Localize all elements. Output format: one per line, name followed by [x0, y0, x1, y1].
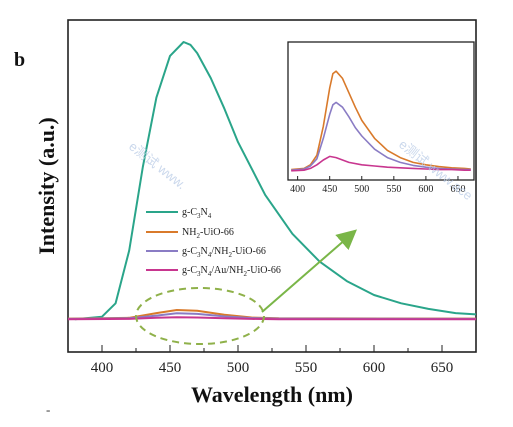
inset-series-line-g-c3n4-nh2-uio-66 — [291, 101, 471, 171]
stray-mark: - — [46, 402, 50, 417]
inset-x-tick-label-650: 650 — [450, 184, 465, 195]
watermark-left: e测试 www. — [126, 139, 189, 193]
inset-series-line-nh2-uio-66 — [291, 70, 471, 171]
main-x-tick-label-500: 500 — [227, 360, 250, 376]
y-axis-title: Intensity (a.u.) — [34, 117, 59, 255]
main-x-tick-label-650: 650 — [431, 360, 454, 376]
legend-label-g-c3n4: g-C3N4 — [182, 207, 212, 220]
inset-plot-frame — [287, 41, 475, 181]
inset-x-tick-label-450: 450 — [322, 184, 337, 195]
main-series-group — [67, 41, 477, 321]
main-x-tick-label-550: 550 — [295, 360, 318, 376]
inset-x-tick-label-550: 550 — [386, 184, 401, 195]
inset-series-line-g-c3n4-au-nh2-uio-66 — [291, 155, 471, 172]
inset-x-tick-label-500: 500 — [354, 184, 369, 195]
main-x-tick-label-450: 450 — [159, 360, 182, 376]
inset-series-group — [291, 70, 471, 172]
main-x-tick-label-600: 600 — [363, 360, 386, 376]
x-axis-title: Wavelength (nm) — [191, 382, 353, 407]
inset-x-tick-group: 400 450 500 550 600 650 — [290, 176, 465, 195]
legend-label-nh2-uio-66: NH2-UiO-66 — [182, 227, 234, 240]
inset-x-tick-label-600: 600 — [418, 184, 433, 195]
panel-label: b — [14, 49, 25, 71]
main-x-tick-label-400: 400 — [91, 360, 114, 376]
legend: g-C3N4 NH2-UiO-66 g-C3N4/NH2-UiO-66 g-C3… — [146, 207, 281, 278]
main-series-line-g-c3n4 — [74, 41, 477, 321]
main-x-tick-group: 400 450 500 550 600 650 — [67, 345, 477, 376]
inset-x-tick-label-400: 400 — [290, 184, 305, 195]
highlight-ellipse — [135, 287, 265, 345]
zoom-arrow — [261, 229, 358, 313]
legend-label-g-c3n4-au-nh2-uio-66: g-C3N4/Au/NH2-UiO-66 — [182, 265, 281, 278]
main-series-line-g-c3n4-au-nh2-uio-66 — [67, 316, 476, 321]
legend-label-g-c3n4-nh2-uio-66: g-C3N4/NH2-UiO-66 — [182, 246, 266, 259]
